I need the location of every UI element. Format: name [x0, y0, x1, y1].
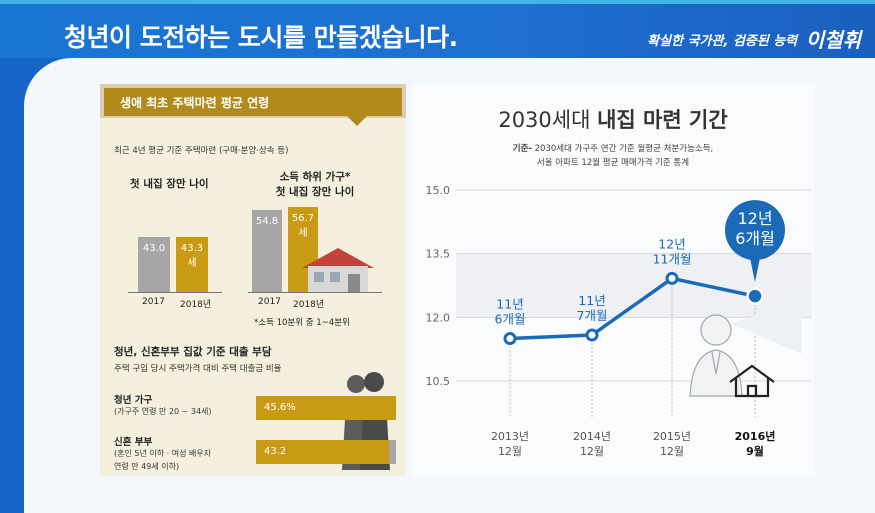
x-tick-label: 12월	[580, 445, 604, 458]
series-line	[509, 276, 756, 341]
left-header-bar-ext	[312, 88, 402, 116]
left-header-bar	[104, 88, 312, 116]
y-tick-label: 15.0	[426, 184, 451, 197]
data-point	[746, 287, 764, 305]
note-line1: 2030세대 가구주 연간 기준 월평균 처분가능소득,	[531, 144, 714, 154]
ratio-row2-track: 43.2	[256, 440, 396, 464]
group2-xlabel-2017: 2017	[258, 297, 281, 307]
line-chart: 15.0 13.5 12.0 10.5 2013년 12월 2014년 12월 2015년 12월…	[426, 184, 812, 458]
side-tab[interactable]	[0, 178, 7, 244]
left-panel-title: 생애 최초 주택마련 평균 연령	[120, 96, 270, 110]
house-illustration	[302, 248, 374, 292]
title-light: 2030세대	[498, 108, 591, 132]
data-label: 11년	[496, 297, 523, 312]
y-tick-label: 13.5	[426, 248, 451, 261]
note-line2: 서울 아파트 12월 평균 매매가격 기준 통계	[536, 158, 690, 168]
bar-label: 43.0	[142, 243, 166, 255]
x-tick-label: 2013년	[491, 430, 529, 443]
section2-subtitle: 주택 구입 당시 주택가격 대비 주택 대출금 비율	[114, 364, 282, 374]
x-tick-label: 12월	[660, 445, 684, 458]
bar-label: 54.8	[255, 215, 279, 227]
ratio-row2-sub2: 연령 만 49세 이하)	[114, 462, 180, 471]
line-chart-note: 기준- 2030세대 가구주 연간 기준 월평균 처분가능소득, 서울 아파트 …	[412, 142, 814, 170]
data-point	[665, 271, 679, 285]
ratio-row2-label: 신혼 부부	[114, 437, 153, 448]
y-tick-label: 12.0	[426, 311, 451, 324]
group2-xlabel-2018: 2018년	[293, 300, 325, 310]
slogan-text: 확실한 국가관, 검증된 능력	[647, 34, 798, 49]
person-illustration	[689, 299, 802, 398]
data-label: 6개월	[735, 229, 775, 248]
note-label: 기준-	[512, 144, 532, 154]
line-chart-title: 2030세대 내집 마련 기간	[412, 104, 814, 134]
ratio-row2-value: 43.2	[264, 446, 287, 457]
income-footnote: *소득 10분위 중 1~4분위	[254, 318, 350, 328]
group1-title: 첫 내집 장만 나이	[130, 178, 209, 190]
group2-title: 소득 하위 가구* 첫 내집 장만 나이	[250, 170, 380, 200]
right-infographic: 2030세대 내집 마련 기간 기준- 2030세대 가구주 연간 기준 월평균…	[412, 84, 814, 476]
data-label: 11개월	[653, 251, 692, 266]
x-tick-label: 12월	[498, 445, 522, 458]
bar-group1-2017: 43.0	[138, 237, 170, 292]
title-bold: 내집 마련 기간	[597, 108, 728, 132]
header-slogan: 확실한 국가관, 검증된 능력 이철휘	[647, 24, 861, 53]
data-label: 12년	[737, 209, 772, 228]
bar-group1-2018: 43.3 세	[176, 236, 208, 292]
header-title: 청년이 도전하는 도시를 만들겠습니다.	[64, 23, 458, 52]
section2-title: 청년, 신혼부부 집값 기준 대출 부담	[114, 346, 272, 358]
left-panel-subtitle: 최근 4년 평균 기준 주택마련 (구매·분양·상속 등)	[114, 146, 289, 156]
x-tick-label: 2014년	[573, 430, 611, 443]
bar-label: 43.3 세	[180, 242, 204, 269]
data-label: 7개월	[577, 308, 608, 323]
group1-baseline	[128, 292, 222, 293]
x-tick-label: 2016년	[735, 429, 776, 443]
group2-baseline	[248, 292, 382, 293]
group2-title-line2: 첫 내집 장만 나이	[275, 186, 355, 198]
x-tick-label: 9월	[746, 444, 764, 458]
bar-label: 56.7 세	[291, 212, 315, 239]
data-point	[585, 328, 599, 342]
header-accent-line	[0, 0, 875, 4]
ratio-row2-sub1: (혼인 5년 이하 · 여성 배우자	[114, 449, 212, 458]
left-header-notch	[345, 114, 369, 126]
ratio-row1-sub: (가구주 연령 만 20 ~ 34세)	[114, 407, 212, 416]
group2-title-line1: 소득 하위 가구*	[279, 171, 351, 183]
ratio-row1-track: 45.6%	[256, 396, 397, 420]
callout-bubble	[725, 200, 785, 261]
candidate-name: 이철휘	[805, 28, 861, 52]
data-label: 11년	[578, 293, 605, 308]
bar-group2-2017: 54.8	[252, 209, 282, 292]
group1-xlabel-2017: 2017	[142, 297, 165, 307]
x-tick-label: 2015년	[653, 430, 691, 443]
group1-xlabel-2018: 2018년	[180, 300, 212, 310]
ratio-row1-label: 청년 가구	[114, 395, 153, 406]
y-tick-label: 10.5	[426, 375, 451, 388]
data-label: 6개월	[495, 312, 526, 327]
left-infographic: 생애 최초 주택마련 평균 연령 최근 4년 평균 기준 주택마련 (구매·분양…	[100, 84, 406, 476]
data-point	[503, 332, 517, 346]
ratio-row1-fill: 45.6%	[256, 396, 397, 420]
ratio-row2-fill: 43.2	[256, 440, 390, 464]
data-label: 12년	[658, 236, 685, 251]
header: 청년이 도전하는 도시를 만들겠습니다. 확실한 국가관, 검증된 능력 이철휘	[0, 0, 875, 58]
ratio-row1-value: 45.6%	[264, 402, 296, 413]
